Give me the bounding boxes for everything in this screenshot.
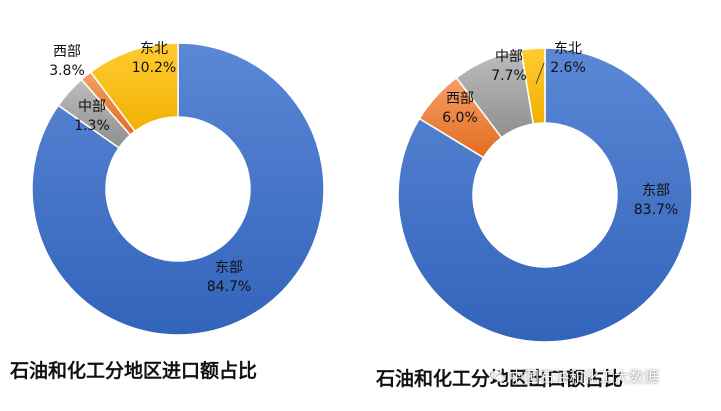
watermark-text: 中国石油和化工大数据 — [509, 368, 660, 386]
export-slice-0 — [397, 47, 693, 343]
export-category-label-3: 东北 — [554, 41, 582, 57]
import-category-label-2: 中部 — [78, 99, 106, 115]
export-data-label-3: 东北 2.6% — [550, 41, 586, 76]
import-value-label-2: 1.3% — [74, 118, 110, 134]
export-share-donut: 东部 83.7% 西部 6.0% 中部 7.7% 东北 2.6% — [397, 41, 693, 343]
import-value-label-0: 84.7% — [207, 279, 251, 295]
watermark: 中国石油和化工大数据 — [490, 366, 659, 387]
export-data-label-2: 中部 7.7% — [491, 49, 527, 84]
export-data-label-0: 东部 83.7% — [634, 183, 678, 218]
import-category-label-3: 东北 — [140, 41, 168, 57]
export-category-label-0: 东部 — [642, 183, 670, 199]
export-value-label-0: 83.7% — [634, 202, 678, 218]
import-slice-3 — [89, 42, 179, 133]
import-data-label-3: 东北 10.2% — [132, 41, 176, 76]
export-category-label-2: 中部 — [495, 49, 523, 65]
import-share-donut: 东部 84.7% 西部 3.8% 中部 1.3% 东北 10.2% — [31, 41, 325, 336]
export-category-label-1: 西部 — [446, 91, 474, 107]
import-data-label-1: 西部 3.8% — [49, 44, 85, 79]
export-leader-line-0 — [535, 62, 545, 85]
export-value-label-3: 2.6% — [550, 60, 586, 76]
export-data-label-1: 西部 6.0% — [442, 91, 478, 126]
export-value-label-2: 7.7% — [491, 68, 527, 84]
import-category-label-1: 西部 — [53, 44, 81, 60]
export-slice-3 — [520, 47, 546, 125]
import-value-label-1: 3.8% — [49, 63, 85, 79]
wechat-icon — [490, 370, 506, 383]
import-data-label-2: 中部 1.3% — [74, 99, 110, 134]
import-chart-caption: 石油和化工分地区进口额占比 — [10, 360, 258, 382]
import-slice-0 — [31, 42, 325, 336]
export-value-label-1: 6.0% — [442, 110, 478, 126]
import-value-label-3: 10.2% — [132, 60, 176, 76]
import-category-label-0: 东部 — [215, 260, 243, 276]
import-data-label-0: 东部 84.7% — [207, 260, 251, 295]
